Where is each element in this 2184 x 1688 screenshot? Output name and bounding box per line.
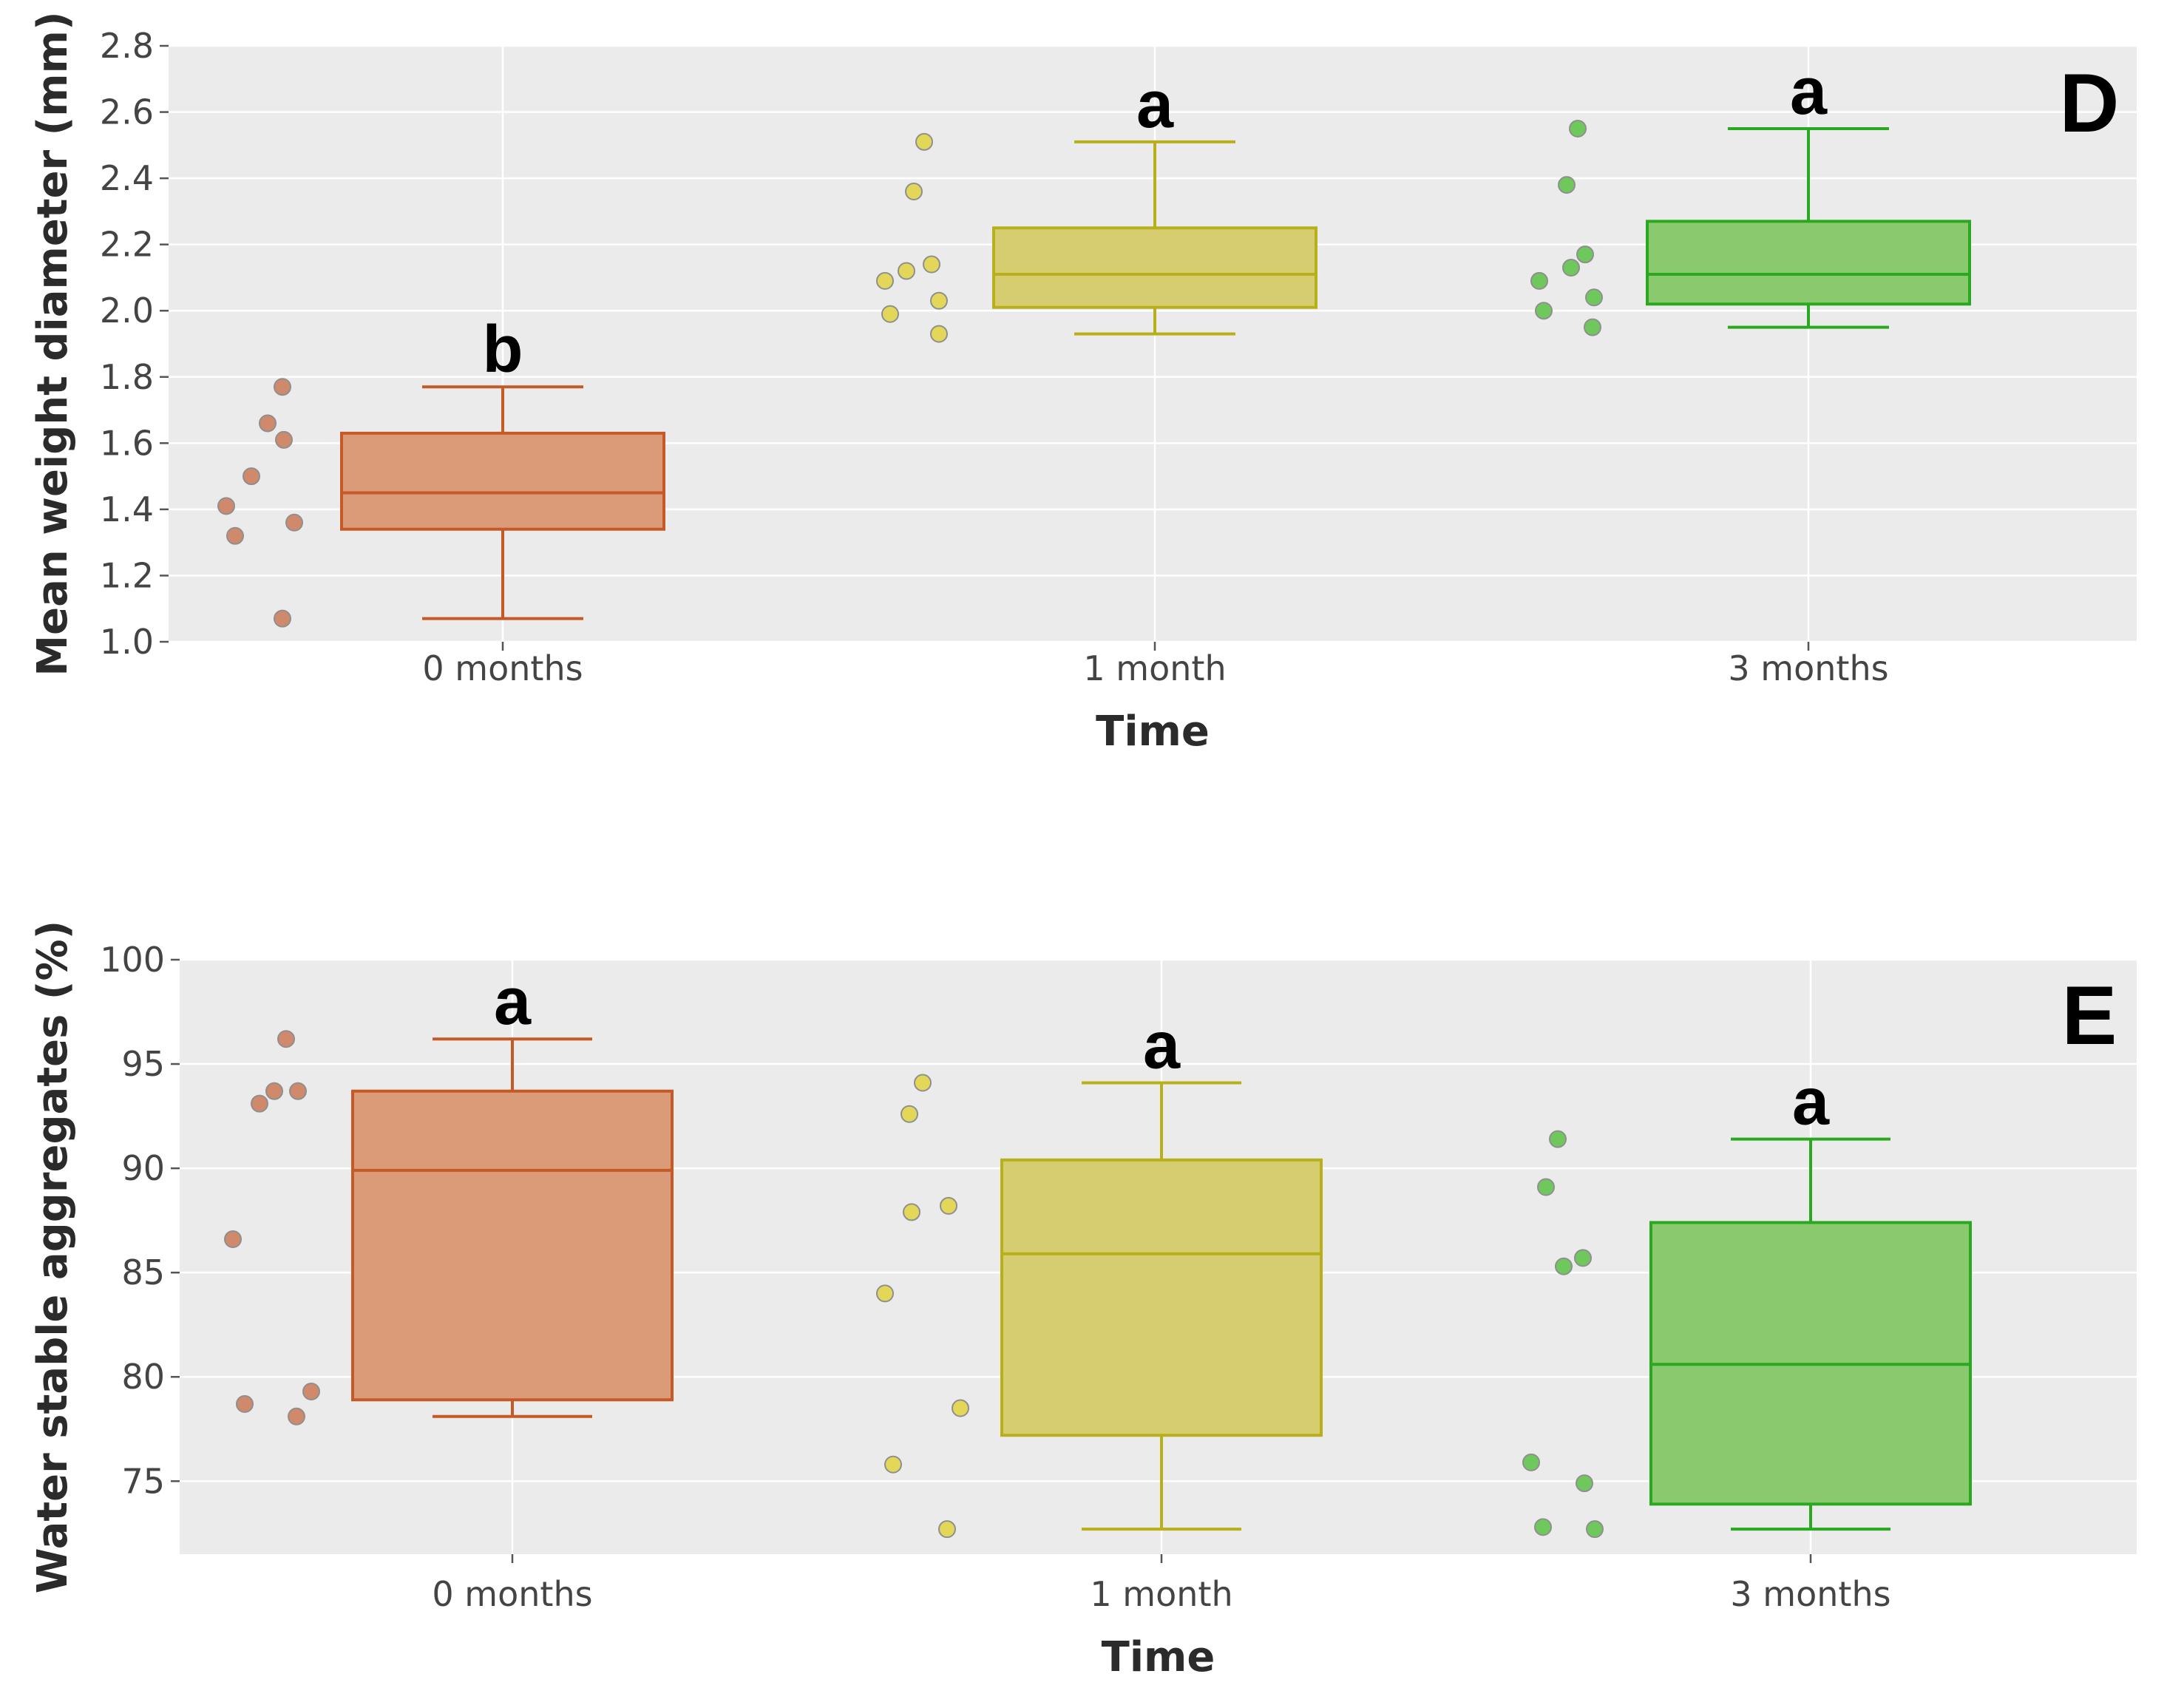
data-point [914, 1074, 932, 1092]
data-point [1585, 288, 1603, 307]
y-tick-label: 1.2 [100, 555, 154, 595]
x-tick-label: 0 months [432, 1574, 592, 1614]
data-point [277, 1030, 295, 1048]
y-tick-label: 75 [121, 1461, 165, 1501]
data-point [1555, 1257, 1573, 1275]
y-tick-label: 2.4 [100, 158, 154, 198]
box-3-months: a [1649, 1065, 1972, 1531]
significance-letter: a [1143, 1009, 1181, 1082]
data-point [224, 1230, 242, 1249]
data-point [1534, 1518, 1552, 1536]
data-point [940, 1196, 957, 1215]
data-point [938, 1520, 956, 1539]
data-point [1569, 119, 1587, 138]
data-point [1522, 1453, 1540, 1471]
data-point [226, 526, 244, 545]
panel-d: 1.0 1.2 1.4 1.6 1.8 2.0 2.2 2.4 2.6 2.8 0 months 1 … [29, 11, 2137, 756]
data-point [881, 305, 899, 323]
data-point [1549, 1130, 1567, 1148]
y-tick-label: 95 [121, 1044, 165, 1084]
y-tick-label: 2.2 [100, 225, 154, 265]
significance-letter: a [1790, 55, 1828, 129]
x-tick-label: 1 month [1090, 1574, 1232, 1614]
significance-letter: a [494, 965, 532, 1039]
y-axis-title: Water stable aggregates (%) [29, 921, 77, 1593]
data-point [302, 1382, 320, 1400]
data-point [898, 262, 915, 280]
data-point [884, 1455, 902, 1474]
data-point [923, 255, 940, 274]
y-tick-label: 1.0 [100, 622, 154, 662]
y-tick-label: 1.6 [100, 423, 154, 463]
x-axis-title: Time [1102, 1633, 1215, 1681]
box-1-month: a [992, 68, 1317, 336]
data-point [1584, 318, 1601, 336]
data-point [285, 513, 303, 532]
box-1-month: a [1000, 1009, 1323, 1531]
box-iqr [992, 226, 1317, 309]
y-tick-label: 2.6 [100, 92, 154, 132]
data-point [876, 271, 894, 290]
data-point [1574, 1249, 1592, 1267]
data-point [1562, 259, 1580, 277]
x-tick-label: 0 months [422, 648, 583, 688]
x-tick-label: 3 months [1728, 648, 1888, 688]
data-point [217, 497, 235, 515]
box-iqr [351, 1089, 674, 1402]
box-0-months: b [340, 313, 665, 620]
x-tick-label: 1 month [1083, 648, 1226, 688]
panel-e: 75 80 85 90 95 100 0 months 1 month 3 months a a a E… [29, 921, 2137, 1681]
data-point [236, 1394, 254, 1413]
y-tick-label: 90 [121, 1148, 165, 1188]
y-tick-label: 85 [121, 1253, 165, 1292]
data-point [289, 1082, 307, 1100]
panel-label: D [2060, 57, 2120, 149]
data-point [1576, 1474, 1593, 1493]
box-iqr [1646, 220, 1971, 306]
data-point [903, 1203, 920, 1221]
y-tick-label: 2.8 [100, 26, 154, 66]
y-tick-label: 1.4 [100, 489, 154, 529]
data-point [915, 132, 933, 151]
data-point [288, 1407, 305, 1426]
data-point [1537, 1178, 1555, 1196]
data-point [952, 1399, 969, 1417]
box-iqr [340, 431, 665, 531]
data-point [930, 291, 948, 310]
data-point [251, 1094, 268, 1113]
data-point [876, 1284, 894, 1303]
data-point [274, 609, 291, 628]
x-axis-title: Time [1096, 708, 1210, 756]
y-axis-title: Mean weight diameter (mm) [29, 11, 77, 676]
significance-letter: a [1792, 1065, 1830, 1139]
data-point [1576, 245, 1594, 264]
data-point [1535, 302, 1553, 320]
data-point [243, 467, 260, 486]
data-point [259, 414, 277, 433]
box-0-months: a [351, 965, 674, 1418]
box-iqr [1000, 1158, 1323, 1437]
data-point [1586, 1520, 1604, 1539]
data-point [265, 1082, 283, 1100]
y-tick-label: 1.8 [100, 357, 154, 397]
box-3-months: a [1646, 55, 1971, 329]
y-tick-label: 100 [100, 940, 165, 980]
significance-letter: b [483, 313, 523, 387]
data-point [901, 1105, 918, 1123]
data-point [930, 325, 948, 343]
panel-label: E [2062, 969, 2117, 1062]
y-tick-label: 80 [121, 1357, 165, 1397]
data-point [275, 430, 293, 449]
x-tick-label: 3 months [1730, 1574, 1890, 1614]
data-point [274, 378, 291, 396]
data-point [1530, 271, 1548, 290]
data-point [1558, 176, 1576, 194]
y-tick-label: 2.0 [100, 291, 154, 331]
significance-letter: a [1136, 68, 1174, 142]
data-point [905, 183, 923, 201]
